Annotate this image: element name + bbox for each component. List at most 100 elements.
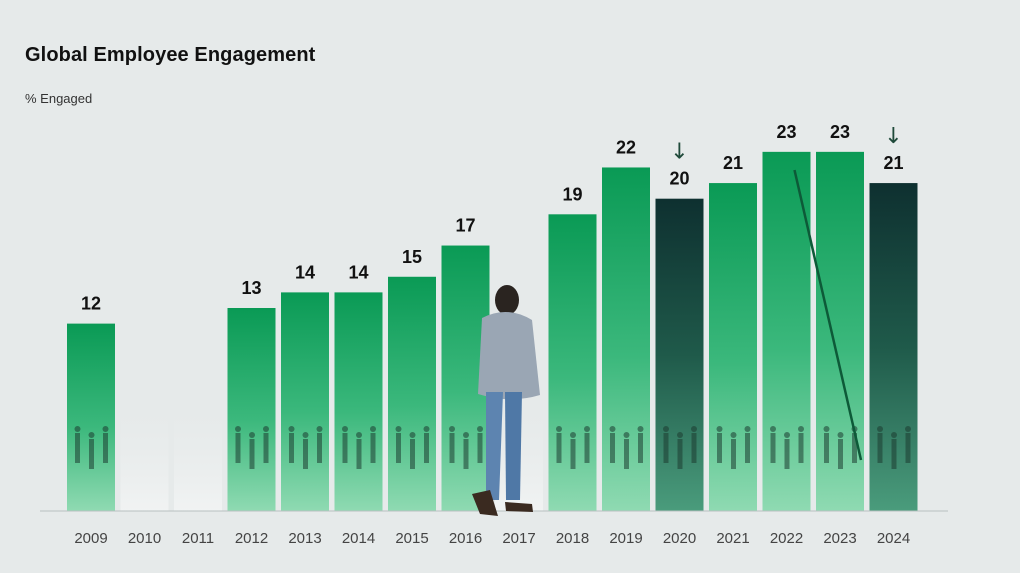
crowd-head xyxy=(302,432,309,438)
crowd-figure xyxy=(784,439,790,469)
crowd-figure xyxy=(303,439,308,469)
crowd-head xyxy=(837,432,844,438)
x-tick-2017: 2017 xyxy=(502,530,535,547)
crowd-figure xyxy=(798,433,804,463)
crowd-head xyxy=(370,426,376,432)
x-tick-2024: 2024 xyxy=(877,530,910,547)
crowd-head xyxy=(584,426,590,432)
crowd-figure xyxy=(663,433,669,463)
crowd-head xyxy=(891,432,897,438)
crowd-head xyxy=(677,432,683,438)
crowd-figure xyxy=(584,433,590,463)
crowd-head xyxy=(288,426,295,432)
crowd-figure xyxy=(838,439,843,469)
crowd-head xyxy=(423,426,430,432)
value-label-2009: 12 xyxy=(81,294,101,314)
crowd-figure xyxy=(691,433,697,463)
crowd-figure xyxy=(235,433,241,463)
crowd-figure xyxy=(824,433,829,463)
crowd-figure xyxy=(317,433,322,463)
ghost-bar-2010 xyxy=(120,391,169,511)
crowd-head xyxy=(691,426,697,432)
crowd-head xyxy=(556,426,562,432)
value-label-2022: 23 xyxy=(776,122,796,142)
crowd-head xyxy=(477,426,483,432)
crowd-head xyxy=(102,426,109,432)
crowd-head xyxy=(623,432,630,438)
x-tick-2016: 2016 xyxy=(449,530,482,547)
crowd-head xyxy=(609,426,616,432)
crowd-head xyxy=(395,426,402,432)
crowd-head xyxy=(342,426,348,432)
crowd-figure xyxy=(396,433,401,463)
crowd-head xyxy=(570,432,576,438)
bar-2014 xyxy=(334,292,383,511)
x-tick-2022: 2022 xyxy=(770,530,803,547)
x-tick-2009: 2009 xyxy=(74,530,107,547)
crowd-head xyxy=(356,432,362,438)
bars xyxy=(67,151,918,512)
crowd-head xyxy=(463,432,469,438)
x-tick-2021: 2021 xyxy=(716,530,749,547)
crowd-figure xyxy=(905,433,911,463)
x-tick-2020: 2020 xyxy=(663,530,696,547)
x-tick-2023: 2023 xyxy=(823,530,856,547)
crowd-head xyxy=(637,426,644,432)
x-tick-2018: 2018 xyxy=(556,530,589,547)
bar-2012 xyxy=(227,308,276,511)
crowd-head xyxy=(784,432,790,438)
crowd-figure xyxy=(877,433,883,463)
value-label-2019: 22 xyxy=(616,137,636,157)
crowd-figure xyxy=(477,433,483,463)
crowd-head xyxy=(316,426,323,432)
crowd-figure xyxy=(852,433,857,463)
crowd-head xyxy=(249,432,255,438)
crowd-figure xyxy=(342,433,348,463)
decline-arrow-icon-2020: ↓ xyxy=(670,140,688,165)
value-label-2023: 23 xyxy=(830,122,850,142)
crowd-figure xyxy=(263,433,269,463)
x-tick-2013: 2013 xyxy=(288,530,321,547)
crowd-figure xyxy=(570,439,576,469)
value-label-2018: 19 xyxy=(562,184,582,204)
crowd-head xyxy=(730,432,737,438)
value-label-2024: 21 xyxy=(883,153,903,173)
crowd-figure xyxy=(249,439,255,469)
bar-2009 xyxy=(67,323,115,511)
x-tick-2015: 2015 xyxy=(395,530,428,547)
crowd-figure xyxy=(717,433,722,463)
crowd-head xyxy=(235,426,241,432)
crowd-figure xyxy=(356,439,362,469)
crowd-figure xyxy=(624,439,629,469)
crowd-head xyxy=(877,426,883,432)
x-tick-2011: 2011 xyxy=(182,530,214,547)
crowd-figure xyxy=(770,433,776,463)
bar-2015 xyxy=(388,276,436,511)
value-label-2015: 15 xyxy=(402,247,422,267)
value-labels: 12 13 14 14 15 17 19 22 20 ↓ 21 23 23 21 ↓ xyxy=(81,122,904,314)
crowd-figure xyxy=(75,433,80,463)
crowd-figure xyxy=(89,439,94,469)
bar-2013 xyxy=(281,292,329,511)
value-label-2014: 14 xyxy=(348,262,368,282)
crowd-head xyxy=(409,432,416,438)
value-label-2016: 17 xyxy=(455,216,475,236)
crowd-figure xyxy=(745,433,750,463)
value-label-2012: 13 xyxy=(241,278,261,298)
decorative-diagonal-line xyxy=(793,169,863,461)
crowd-figure xyxy=(289,433,294,463)
value-label-2020: 20 xyxy=(669,169,689,189)
crowd-head xyxy=(770,426,776,432)
crowd-head xyxy=(716,426,723,432)
x-tick-2010: 2010 xyxy=(128,530,161,547)
chart-title: Global Employee Engagement xyxy=(25,44,316,66)
walking-person-figure xyxy=(472,285,540,516)
value-label-2013: 14 xyxy=(295,262,315,282)
crowd-head xyxy=(663,426,669,432)
value-label-2021: 21 xyxy=(723,153,743,173)
crowd-figure xyxy=(424,433,429,463)
decline-arrow-icon-2024: ↓ xyxy=(884,124,902,149)
crowd-figure xyxy=(463,439,469,469)
crowd-figure xyxy=(731,439,736,469)
